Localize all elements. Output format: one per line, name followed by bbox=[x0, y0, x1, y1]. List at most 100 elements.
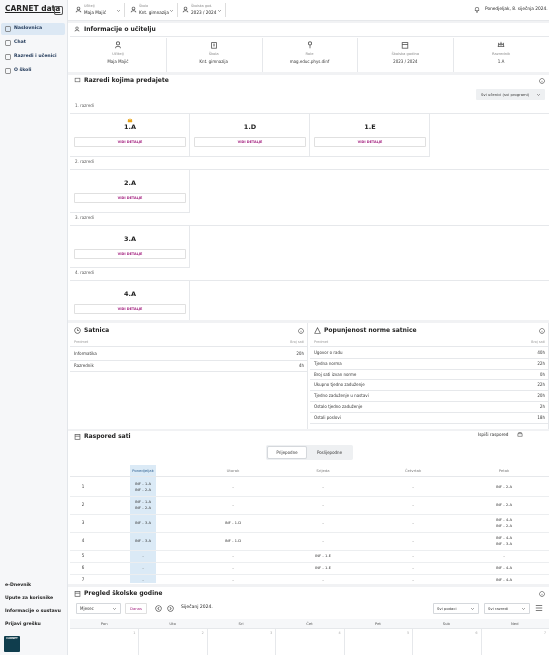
toggle-option[interactable] bbox=[267, 446, 307, 459]
footer-link[interactable]: Informacije o sustavu bbox=[5, 609, 61, 614]
bell-svg bbox=[474, 7, 480, 13]
divider bbox=[310, 346, 549, 347]
section-bg bbox=[68, 584, 549, 587]
info-item-icon bbox=[114, 41, 122, 49]
nav-item[interactable]: Chat bbox=[14, 40, 26, 45]
today-text[interactable]: Danas bbox=[130, 605, 142, 611]
grid-view-icon-svg bbox=[535, 605, 543, 611]
section-icon-svg bbox=[74, 77, 81, 83]
bell bbox=[474, 6, 480, 13]
info-label: Učitelj bbox=[112, 52, 124, 56]
details-button[interactable] bbox=[74, 137, 186, 147]
nav-icon bbox=[5, 68, 11, 74]
table-cell: 40h bbox=[537, 350, 545, 355]
info-icon bbox=[298, 328, 304, 334]
section-bg bbox=[68, 72, 549, 75]
toggle-text[interactable]: Poslijepodne bbox=[316, 449, 343, 455]
selector-icon bbox=[130, 6, 137, 13]
selector[interactable] bbox=[180, 3, 226, 17]
today-highlight bbox=[130, 465, 156, 583]
table-cell: 22h bbox=[537, 360, 545, 366]
lesson: - bbox=[322, 501, 324, 507]
footer-link[interactable]: Prijavi grešku bbox=[5, 622, 41, 627]
period: 1 bbox=[81, 484, 85, 489]
lesson: - bbox=[232, 576, 234, 582]
nav-icon-svg bbox=[5, 26, 11, 32]
info-icon bbox=[539, 328, 545, 334]
table-cell: Informatika bbox=[74, 351, 97, 356]
nav-item[interactable]: Naslovnica bbox=[14, 26, 43, 31]
date-number: 2 bbox=[201, 631, 204, 635]
lesson: - bbox=[232, 552, 234, 558]
details-button[interactable] bbox=[194, 137, 306, 147]
sidebar bbox=[0, 0, 68, 655]
details-button[interactable] bbox=[74, 193, 186, 203]
divider bbox=[412, 628, 414, 655]
divider bbox=[70, 514, 549, 515]
filter-dropdown[interactable] bbox=[484, 603, 530, 614]
divider bbox=[310, 422, 549, 424]
details-button-text[interactable]: VIDI DETALJE bbox=[117, 195, 143, 200]
view-text[interactable]: Mjesec bbox=[80, 605, 94, 611]
filter-text[interactable]: Svi podaci bbox=[437, 605, 457, 611]
divider bbox=[70, 562, 549, 563]
view-dropdown[interactable] bbox=[76, 603, 121, 614]
prev-button bbox=[155, 605, 162, 612]
divider bbox=[70, 496, 549, 497]
details-button-text[interactable]: VIDI DETALJE bbox=[117, 139, 143, 144]
selector-value: Maja Majić bbox=[84, 9, 107, 15]
info-value: 2023 / 2024 bbox=[393, 58, 418, 64]
nav-icon-svg bbox=[5, 68, 11, 74]
details-button[interactable] bbox=[314, 137, 426, 147]
divider bbox=[310, 379, 549, 381]
filter-dropdown[interactable] bbox=[433, 603, 479, 614]
selector-icon-svg bbox=[75, 6, 82, 13]
toggle-text[interactable]: Prijepodne bbox=[276, 449, 298, 455]
selector[interactable] bbox=[73, 3, 125, 17]
divider bbox=[275, 628, 277, 655]
divider bbox=[70, 574, 549, 575]
table-cell: 4h bbox=[298, 362, 304, 368]
footer-link[interactable]: Upute za korisnike bbox=[5, 596, 54, 601]
details-button-text[interactable]: VIDI DETALJE bbox=[117, 251, 143, 256]
footer-link[interactable]: e-Dnevnik bbox=[5, 583, 32, 588]
filter-dropdown[interactable] bbox=[476, 89, 545, 100]
divider bbox=[453, 38, 455, 72]
lesson: - bbox=[142, 552, 144, 558]
chevron bbox=[217, 8, 222, 13]
details-button-text[interactable]: VIDI DETALJE bbox=[237, 139, 263, 144]
table-cell: 2h bbox=[539, 404, 545, 409]
selector[interactable] bbox=[128, 3, 178, 17]
lesson: INF - 1.D bbox=[224, 537, 242, 543]
period: 3 bbox=[81, 520, 85, 525]
lesson: INF - 3.A bbox=[134, 537, 152, 543]
print-button[interactable]: Ispiši raspored bbox=[478, 432, 509, 437]
divider bbox=[310, 390, 549, 392]
homeroom-crown bbox=[127, 118, 133, 123]
group-label: 1. razredi bbox=[75, 103, 94, 108]
details-button[interactable] bbox=[74, 304, 186, 314]
details-button-text[interactable]: VIDI DETALJE bbox=[117, 306, 143, 311]
today-button[interactable] bbox=[125, 603, 147, 614]
weekday: Pet bbox=[374, 621, 381, 626]
table-cell: Broj sati izvan norme bbox=[314, 371, 357, 377]
details-button[interactable] bbox=[74, 249, 186, 259]
table-header: Predmet bbox=[314, 340, 329, 344]
panel bbox=[70, 323, 308, 430]
menu-toggle[interactable] bbox=[54, 6, 63, 15]
lesson: - bbox=[232, 564, 234, 570]
chevron-svg bbox=[521, 607, 526, 610]
info-item-icon bbox=[210, 41, 218, 49]
divider bbox=[70, 476, 549, 477]
nav-icon-svg bbox=[5, 54, 11, 60]
nav-item[interactable]: O školi bbox=[14, 68, 32, 73]
class-card bbox=[70, 225, 190, 268]
lesson: INF - 4.A bbox=[495, 564, 513, 570]
chevron-svg bbox=[470, 607, 475, 610]
date-number: 7 bbox=[543, 631, 546, 635]
divider bbox=[165, 38, 167, 72]
filter-text[interactable]: Svi razredi bbox=[488, 605, 509, 611]
next-button-svg bbox=[167, 605, 174, 612]
nav-item[interactable]: Razredi i učenici bbox=[14, 54, 57, 59]
details-button-text[interactable]: VIDI DETALJE bbox=[357, 139, 383, 144]
